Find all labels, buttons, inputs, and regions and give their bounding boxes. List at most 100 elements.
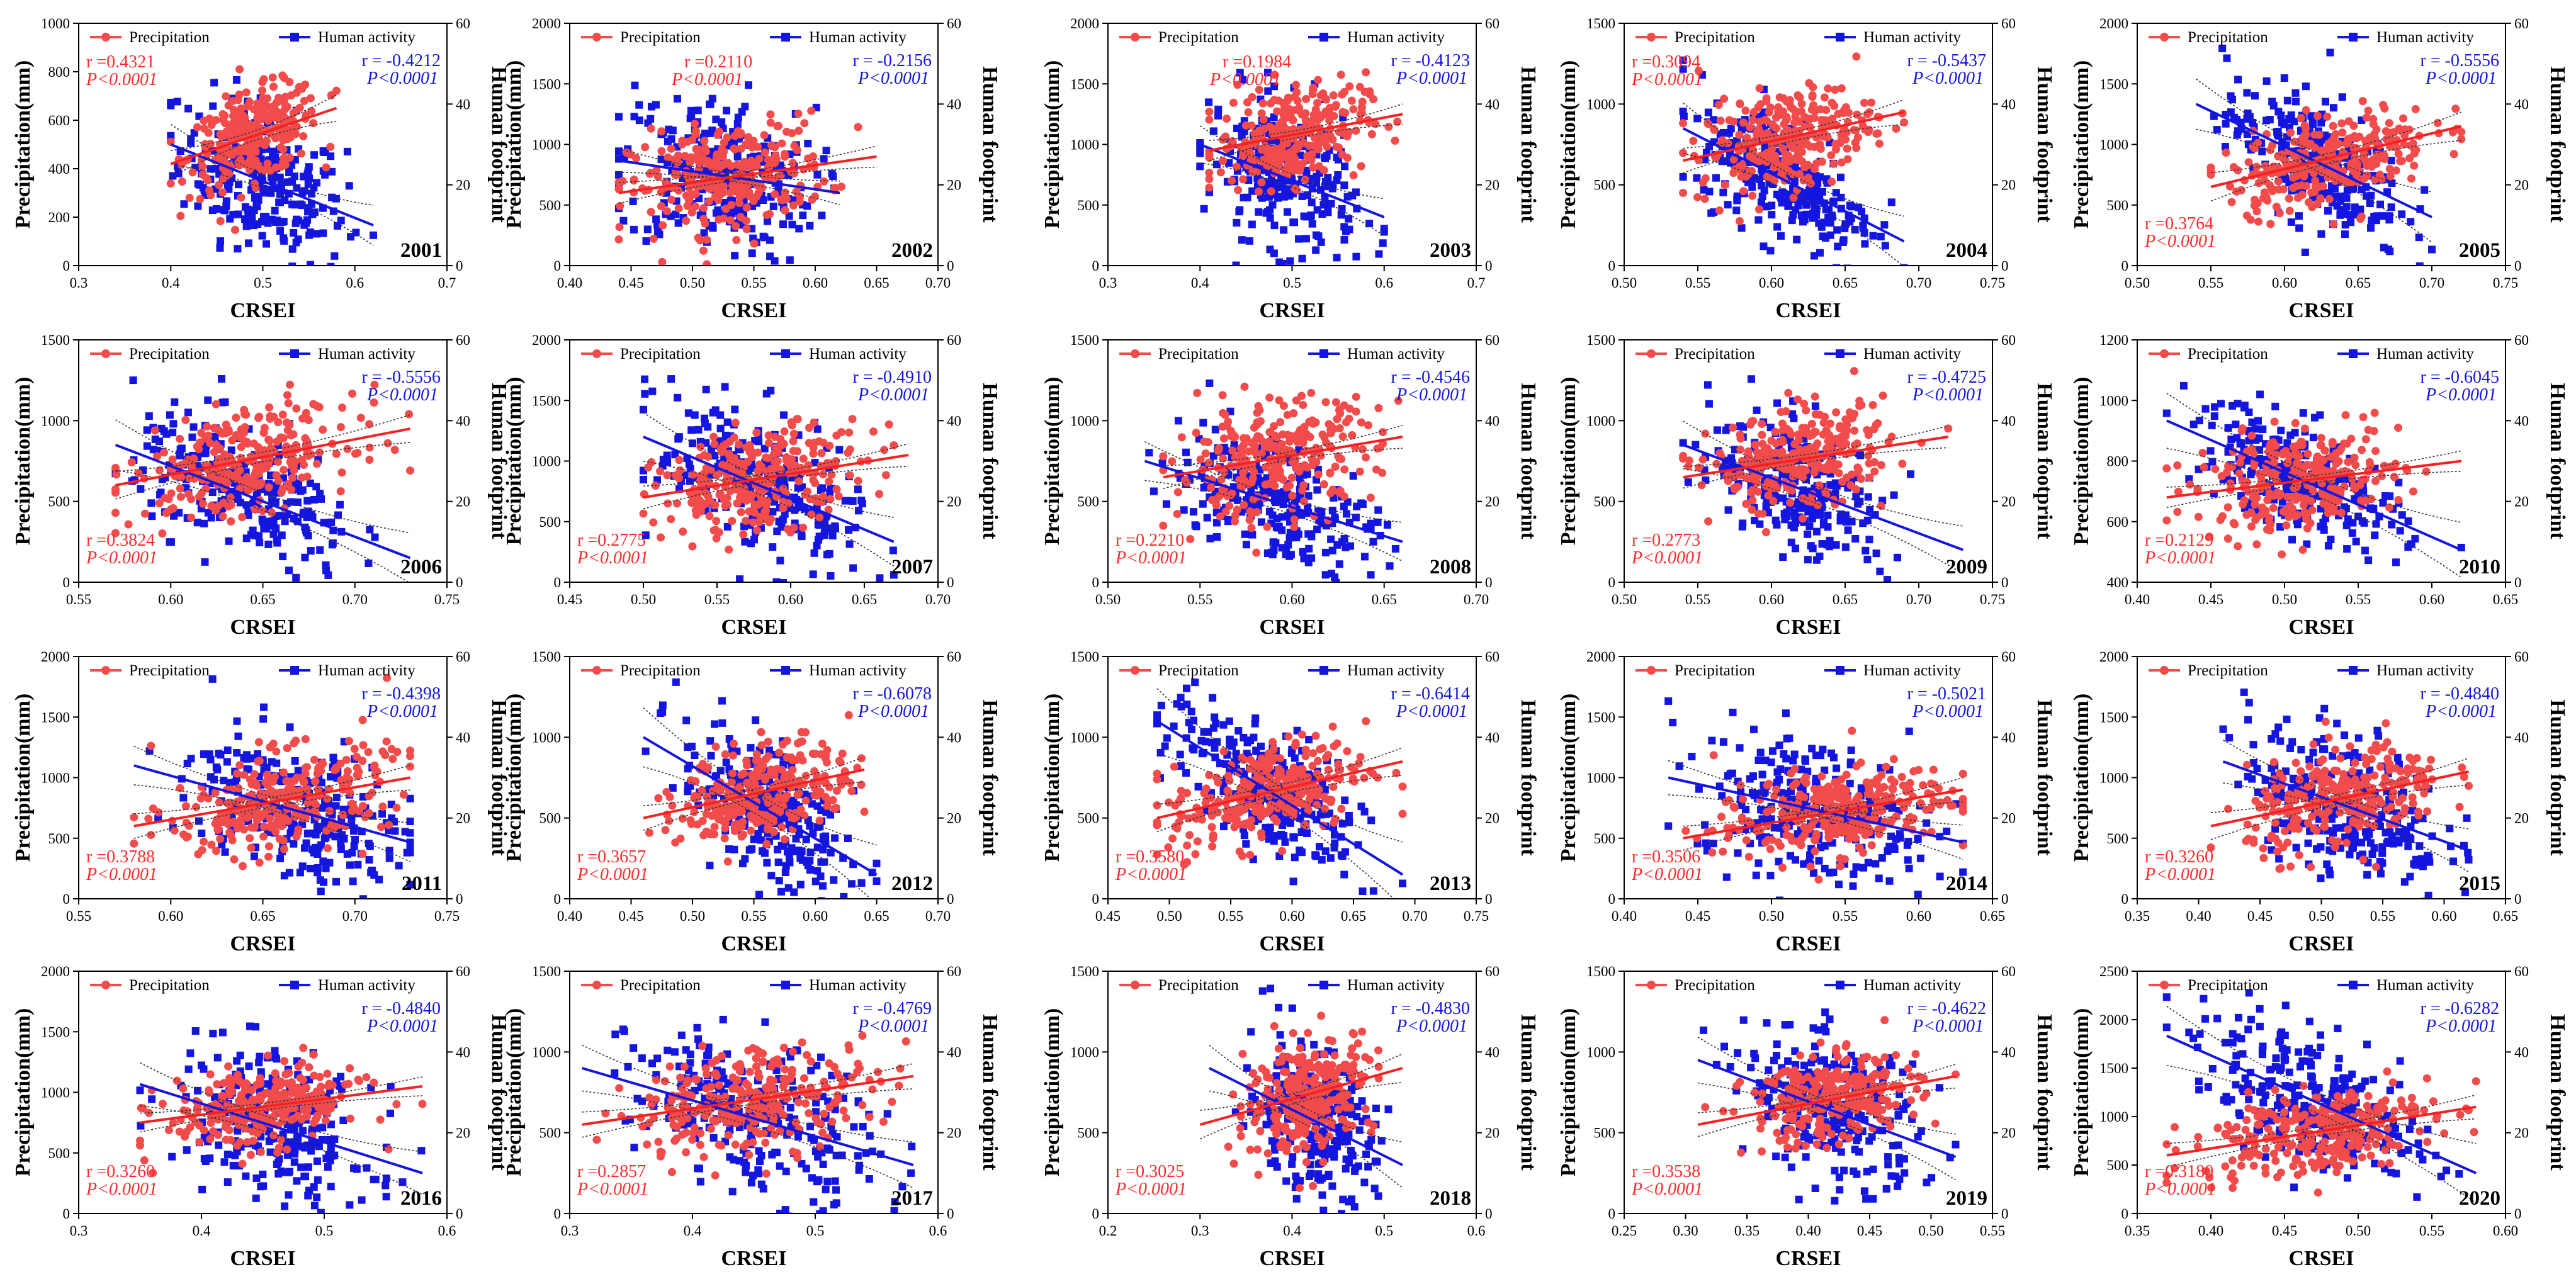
human-point	[654, 228, 662, 237]
human-point	[741, 538, 749, 546]
legend-human-marker	[781, 33, 790, 42]
human-point	[2387, 203, 2395, 211]
precip-point	[1367, 130, 1376, 138]
precip-point	[1352, 407, 1360, 416]
precip-point	[1824, 84, 1833, 93]
precip-point	[667, 195, 676, 204]
precip-point	[254, 414, 263, 422]
precip-point	[307, 107, 316, 116]
human-point	[2251, 92, 2259, 100]
precip-point	[1215, 492, 1224, 500]
precip-point	[1283, 410, 1292, 419]
precip-point	[319, 425, 327, 434]
precip-point	[875, 490, 884, 498]
x-axis-label: CRSEI	[2289, 299, 2354, 322]
y2-tick-label: 60	[2514, 16, 2529, 31]
human-point	[250, 222, 258, 230]
precip-point	[716, 445, 725, 454]
y2-tick-label: 60	[947, 16, 961, 31]
precip-point	[1811, 107, 1819, 116]
human-point	[1352, 252, 1360, 261]
human-point	[310, 151, 319, 159]
human-point	[799, 211, 807, 220]
human-r-value: r = -0.5556	[362, 368, 441, 387]
human-point	[750, 536, 759, 544]
human-fit-line	[1144, 459, 1403, 543]
human-point	[829, 172, 837, 181]
precip-point	[1843, 155, 1852, 164]
human-point	[1239, 76, 1247, 84]
precip-point	[696, 442, 705, 451]
precip-point	[234, 131, 242, 140]
human-point	[794, 484, 802, 492]
human-point	[316, 546, 324, 554]
precip-point	[322, 163, 330, 172]
human-point	[691, 411, 699, 419]
human-point	[772, 578, 781, 582]
human-point	[2301, 248, 2309, 256]
precip-point	[1232, 162, 1241, 171]
precip-point	[1268, 476, 1277, 485]
x-tick-label: 0.65	[1372, 592, 1397, 607]
human-point	[809, 570, 817, 578]
human-point	[769, 508, 777, 516]
human-point	[308, 189, 316, 198]
human-point	[317, 495, 325, 503]
precip-point	[1831, 140, 1840, 149]
chart-panel-2006: 0.55 0.60 0.65 0.70 0.750500100015000204060C…	[11, 332, 511, 639]
precip-point	[212, 400, 220, 408]
precip-point	[206, 191, 215, 200]
precip-point	[1787, 103, 1795, 112]
human-point	[336, 500, 344, 509]
human-point	[345, 182, 353, 190]
precip-point	[313, 459, 322, 468]
y2-axis-label: Human footprint	[2546, 66, 2569, 223]
legend-precip-marker	[1131, 349, 1139, 358]
precip-point	[1735, 162, 1744, 171]
human-point	[1764, 203, 1772, 211]
human-point	[313, 230, 321, 238]
human-point	[184, 408, 192, 417]
precip-point	[779, 485, 788, 493]
human-point	[619, 217, 628, 225]
human-point	[841, 497, 849, 505]
precip-point	[164, 495, 173, 504]
precip-point	[2407, 174, 2415, 183]
x-tick-label: 0.55	[66, 592, 91, 607]
precip-point	[735, 440, 743, 449]
precip-point	[1709, 125, 1718, 133]
human-confidence-lower	[643, 460, 895, 567]
y-tick-label: 500	[1594, 177, 1616, 193]
precip-point	[166, 137, 175, 146]
precip-confidence-lower	[115, 442, 410, 500]
precip-point	[1357, 162, 1365, 171]
precip-point	[218, 512, 227, 521]
human-point	[343, 147, 351, 155]
precip-point	[216, 217, 225, 225]
precip-point	[1795, 117, 1804, 126]
precip-point	[292, 404, 301, 413]
year-label: 2004	[1946, 239, 1987, 262]
human-point	[1859, 272, 1867, 279]
human-point	[319, 229, 327, 237]
human-point	[248, 213, 256, 221]
human-point	[667, 375, 675, 383]
human-point	[723, 522, 732, 531]
human-point	[292, 573, 300, 582]
precip-point	[755, 154, 764, 163]
human-point	[184, 104, 193, 113]
human-point	[1790, 414, 1798, 422]
precip-point	[169, 504, 178, 512]
precip-point	[756, 181, 765, 189]
precip-point	[2370, 175, 2379, 184]
human-point	[1890, 491, 1898, 499]
precip-point	[1729, 155, 1738, 164]
human-point	[210, 79, 218, 87]
human-point	[2269, 101, 2278, 110]
precip-point	[1173, 510, 1182, 519]
precip-point	[1345, 404, 1354, 413]
precip-point	[704, 478, 713, 487]
precip-point	[177, 473, 186, 482]
human-point	[2218, 44, 2227, 52]
precip-point	[229, 119, 237, 128]
